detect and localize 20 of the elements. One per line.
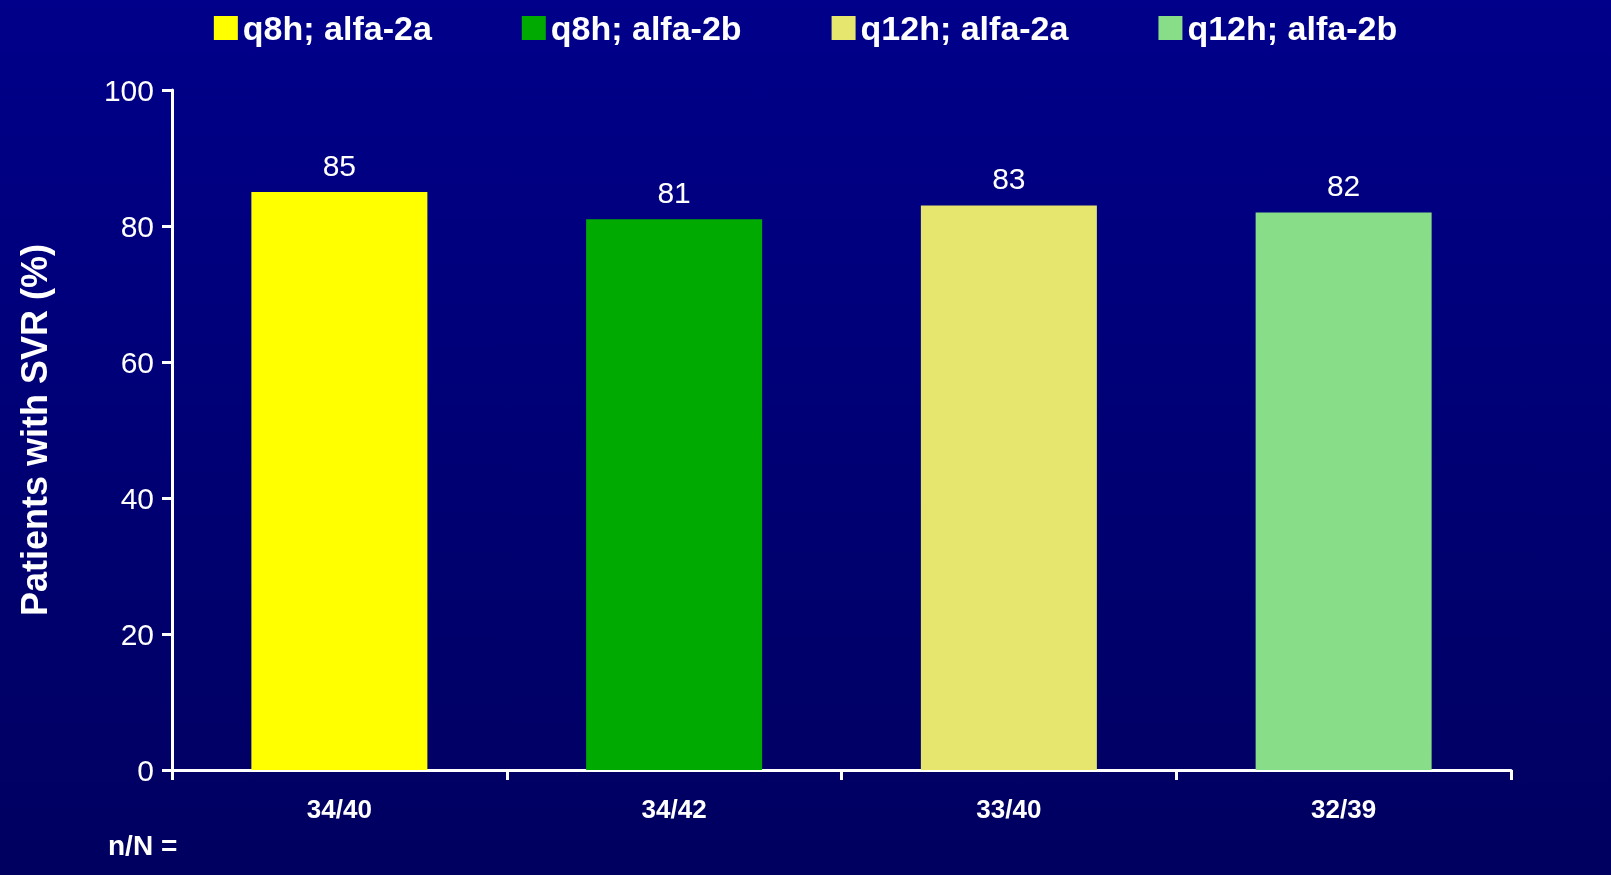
x-tick-label: 32/39 — [1311, 794, 1377, 824]
legend-label: q8h; alfa-2b — [550, 9, 742, 47]
data-label: 85 — [322, 148, 357, 182]
y-tick-label: 100 — [103, 73, 154, 107]
data-label: 83 — [992, 162, 1026, 196]
legend-label: q8h; alfa-2a — [242, 9, 433, 47]
data-label: 81 — [657, 175, 691, 209]
y-tick-label: 60 — [120, 345, 154, 379]
x-tick-label: 33/40 — [976, 794, 1042, 824]
legend-label: q12h; alfa-2a — [860, 9, 1070, 47]
legend-label: q12h; alfa-2b — [1187, 9, 1398, 47]
y-tick-label: 80 — [120, 209, 154, 243]
x-tick-label: 34/42 — [641, 794, 707, 824]
y-tick-label: 40 — [120, 481, 154, 515]
data-label: 82 — [1326, 168, 1361, 202]
y-axis-title: Patients with SVR (%) — [13, 243, 55, 617]
x-tick-label: 34/40 — [306, 794, 372, 824]
y-tick-label: 0 — [137, 753, 154, 787]
y-tick-label: 20 — [120, 617, 154, 651]
text: n/N = — [108, 830, 178, 862]
